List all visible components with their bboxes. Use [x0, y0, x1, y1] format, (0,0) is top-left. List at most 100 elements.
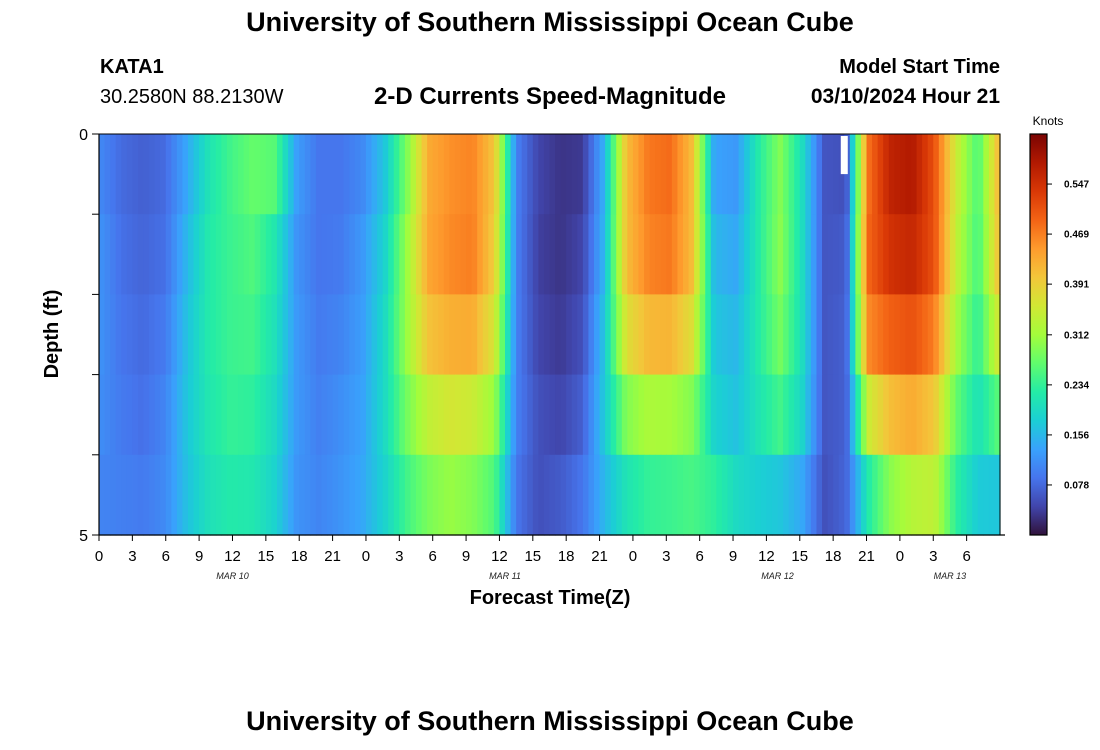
heatmap-cell [549, 134, 556, 215]
heatmap-cell [327, 454, 334, 536]
heatmap-cell [777, 294, 784, 376]
heatmap-cell [872, 454, 879, 536]
heatmap-cell [927, 294, 934, 376]
heatmap-cell [265, 214, 273, 295]
heatmap-cell [655, 454, 662, 536]
heatmap-cell [238, 134, 245, 215]
heatmap-cell [972, 214, 979, 295]
heatmap-cell [193, 374, 200, 456]
heatmap-cell [560, 294, 567, 376]
heatmap-cell [699, 134, 706, 215]
heatmap-cell [788, 134, 795, 215]
heatmap-cell [872, 294, 879, 376]
heatmap-cell [215, 134, 222, 215]
heatmap-cell [655, 374, 662, 456]
heatmap-cell [349, 214, 356, 295]
heatmap-cell [671, 134, 679, 215]
heatmap-cell [733, 134, 740, 215]
heatmap-cell [254, 454, 261, 536]
heatmap-cell [621, 294, 628, 376]
heatmap-cell [171, 294, 178, 376]
heatmap-cell [877, 134, 884, 215]
heatmap-cell [727, 374, 734, 456]
heatmap-cell [566, 134, 573, 215]
heatmap-cell [232, 294, 239, 376]
heatmap-cell [671, 294, 679, 376]
heatmap-cell [187, 294, 195, 376]
heatmap-cell [716, 134, 723, 215]
heatmap-cell [866, 294, 873, 376]
heatmap-cell [977, 134, 984, 215]
heatmap-cell [377, 294, 384, 376]
heatmap-cell [204, 294, 211, 376]
heatmap-cell [694, 374, 701, 456]
heatmap-cell [143, 374, 150, 456]
heatmap-cell [749, 454, 756, 536]
heatmap-cell [160, 374, 167, 456]
missing-data-cell [840, 136, 848, 175]
heatmap-cell [249, 134, 256, 215]
heatmap-cell [699, 214, 706, 295]
heatmap-cell [966, 294, 973, 376]
heatmap-cell [822, 374, 829, 456]
y-tick-label: 5 [79, 528, 88, 545]
heatmap-cell [221, 294, 228, 376]
heatmap-cell [176, 374, 184, 456]
heatmap-cell [644, 374, 651, 456]
heatmap-cell [416, 374, 423, 456]
heatmap-cell [927, 454, 934, 536]
heatmap-cell [393, 134, 400, 215]
heatmap-cell [488, 374, 495, 456]
heatmap-cell [783, 454, 790, 536]
heatmap-cell [332, 294, 339, 376]
heatmap-cell [427, 374, 434, 456]
heatmap-cell [388, 454, 395, 536]
heatmap-cell [816, 214, 823, 295]
heatmap-cell [187, 374, 195, 456]
heatmap-cell [371, 134, 378, 215]
heatmap-cell [816, 454, 823, 536]
heatmap-cell [571, 294, 578, 376]
heatmap-cell [788, 214, 795, 295]
heatmap-cell [137, 454, 145, 536]
heatmap-cell [471, 454, 478, 536]
heatmap-cell [288, 374, 295, 456]
heatmap-cell [254, 294, 261, 376]
heatmap-cell [666, 454, 673, 536]
heatmap-cell [288, 454, 295, 536]
heatmap-cell [582, 214, 590, 295]
heatmap-cell [916, 294, 923, 376]
heatmap-cell [566, 294, 573, 376]
heatmap-cell [883, 454, 890, 536]
heatmap-cell [721, 454, 729, 536]
heatmap-cell [338, 454, 345, 536]
heatmap-cell [365, 454, 373, 536]
heatmap-cell [644, 134, 651, 215]
heatmap-cell [682, 454, 690, 536]
heatmap-cell [844, 374, 851, 456]
heatmap-cell [327, 374, 334, 456]
heatmap-cell [977, 374, 984, 456]
heatmap-cell [555, 374, 562, 456]
heatmap-cell [727, 294, 734, 376]
heatmap-cell [983, 454, 990, 536]
heatmap-cell [727, 214, 734, 295]
heatmap-cell [983, 214, 990, 295]
heatmap-cell [110, 294, 117, 376]
heatmap-cell [899, 294, 907, 376]
heatmap-cell [972, 294, 979, 376]
heatmap-cell [688, 294, 695, 376]
heatmap-cell [432, 374, 439, 456]
heatmap-cell [822, 214, 829, 295]
x-tick-label: 9 [195, 548, 203, 565]
heatmap-cell [933, 294, 940, 376]
heatmap-cell [810, 294, 818, 376]
heatmap-cell [449, 214, 456, 295]
heatmap-cell [99, 134, 106, 215]
heatmap-cell [738, 374, 745, 456]
heatmap-cell [393, 454, 400, 536]
heatmap-cell [310, 374, 317, 456]
heatmap-cell [988, 294, 996, 376]
heatmap-cell [794, 214, 801, 295]
heatmap-cell [276, 454, 284, 536]
